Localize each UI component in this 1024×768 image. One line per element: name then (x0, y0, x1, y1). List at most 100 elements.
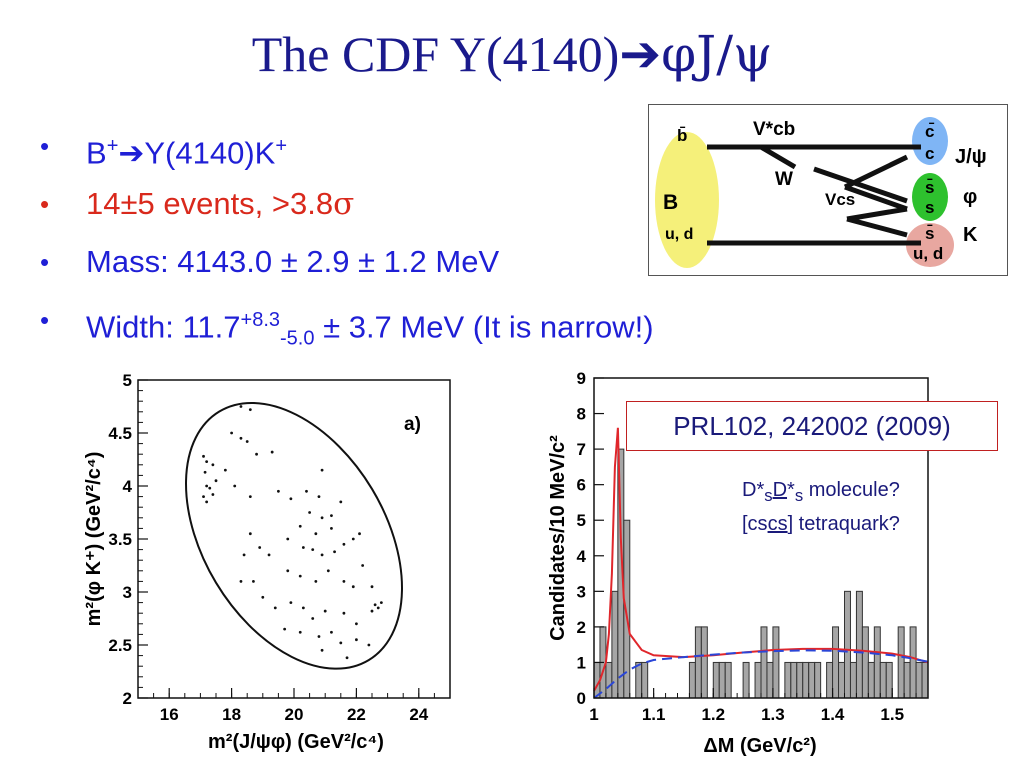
dalitz-point (314, 580, 318, 583)
histogram-bar (915, 661, 923, 699)
dalitz-point (301, 546, 305, 549)
label-jpsi: J/ψ (955, 146, 987, 168)
dalitz-point (342, 611, 346, 615)
dalitz-point (214, 479, 218, 483)
dalitz-point (355, 638, 358, 642)
histogram-bar (849, 661, 857, 699)
histogram-ytick-label: 7 (577, 440, 586, 459)
k-blob (906, 223, 954, 267)
dalitz-point (317, 635, 321, 638)
histogram-bar (861, 626, 869, 699)
quark-sbar: s̄ (925, 178, 934, 197)
interpretation-notes: D*sD*s molecule? [cscs] tetraquark? (742, 476, 982, 538)
quark-ud-left: u, d (665, 226, 693, 243)
dalitz-point (367, 643, 371, 647)
histogram-ytick-label: 2 (577, 618, 586, 637)
note-dstar: D* (742, 479, 765, 501)
note-csbar: cs (767, 513, 788, 535)
bullet-decay-k-charge: + (275, 135, 288, 157)
bullet-mass-text: Mass: 4143.0 ± 2.9 ± 1.2 MeV (86, 244, 500, 279)
dalitz-point (311, 617, 315, 620)
histogram-bar (844, 590, 851, 699)
label-vcb: V*cb (753, 119, 795, 140)
dalitz-point (239, 405, 243, 408)
dalitz-point (333, 550, 336, 554)
dalitz-point (314, 532, 318, 536)
label-b: B (663, 191, 678, 214)
histogram-ytick-label: 8 (577, 405, 586, 424)
bullet-decay-arrow: ➔ (118, 135, 145, 171)
dalitz-point (320, 468, 324, 472)
dalitz-ytick-label: 3.5 (108, 530, 132, 549)
dalitz-ytick-label: 3 (123, 583, 132, 602)
dalitz-point (211, 493, 215, 496)
histogram-bar (867, 661, 875, 699)
dalitz-point (323, 609, 327, 613)
note-tetraquark: ] tetraquark? (787, 513, 900, 535)
dalitz-point (223, 468, 227, 472)
vcs-line-1 (813, 166, 908, 204)
w-line (759, 144, 797, 170)
dalitz-point (255, 452, 258, 456)
dalitz-point (239, 436, 243, 440)
histogram-xtick-label: 1.5 (880, 705, 904, 724)
histogram-bar (760, 626, 768, 699)
histogram-ytick-label: 3 (577, 582, 586, 601)
bullet-decay-products: Y(4140)K (144, 135, 276, 171)
dalitz-point (245, 440, 249, 443)
dalitz-point (311, 548, 315, 551)
histogram-bar (814, 661, 822, 699)
histogram-xtick-label: 1 (589, 705, 598, 724)
dalitz-point (233, 484, 237, 488)
dalitz-point (342, 542, 346, 546)
histogram-bar (796, 661, 804, 699)
dalitz-point (202, 454, 205, 458)
dalitz-point (211, 463, 215, 467)
histogram-bar (909, 626, 917, 699)
histogram-xtick-label: 1.3 (761, 705, 785, 724)
histogram-bar (808, 661, 816, 699)
dalitz-point (376, 606, 380, 610)
dalitz-point (203, 470, 207, 474)
dalitz-point (205, 484, 209, 488)
histogram-xlabel: ΔM (GeV/c²) (703, 735, 816, 757)
c-line (843, 154, 909, 190)
ss-line-3 (846, 216, 908, 238)
note-dbar: D (772, 479, 788, 501)
bullet-width-value: Width: 11.7 (86, 309, 241, 345)
dalitz-point (286, 569, 290, 573)
dalitz-point (379, 601, 383, 604)
dalitz-point (248, 532, 252, 536)
histogram-bar (718, 661, 726, 699)
fit-curve (593, 427, 929, 692)
bullet-decay-b: B (86, 135, 107, 171)
slide-title: The CDF Y(4140)➔φJ/ψ (0, 24, 1024, 84)
dalitz-ytick-label: 5 (123, 371, 132, 390)
bullet-width-plus: +8.3 (240, 309, 280, 331)
dalitz-ytick-label: 4 (123, 477, 133, 496)
histogram-bar (838, 661, 845, 699)
dalitz-ytick-label: 4.5 (108, 424, 132, 443)
histogram-bar (832, 626, 840, 699)
jpsi-blob (912, 117, 948, 165)
dalitz-point (277, 489, 280, 493)
dalitz-point (345, 656, 349, 660)
histogram-bar (688, 661, 696, 699)
dalitz-point (242, 553, 246, 557)
dalitz-point (239, 580, 243, 583)
dalitz-point (330, 514, 333, 518)
dalitz-point (358, 532, 361, 536)
molecule-note: D*sD*s molecule? (742, 476, 982, 510)
histogram-ytick-label: 1 (577, 653, 586, 672)
prl-reference-box: PRL102, 242002 (2009) (626, 401, 998, 451)
dalitz-point (351, 585, 355, 589)
dalitz-xtick-label: 16 (160, 705, 179, 724)
bullet-width-rest: ± 3.7 MeV (It is narrow!) (314, 309, 654, 345)
histogram-ytick-label: 5 (577, 511, 586, 530)
dalitz-point (330, 630, 333, 634)
histogram-bar (700, 626, 708, 699)
note-sub-s1: s (764, 486, 773, 505)
histogram-bar (802, 661, 810, 699)
bullet-decay-b-charge: + (106, 135, 119, 157)
dalitz-point (351, 537, 355, 541)
